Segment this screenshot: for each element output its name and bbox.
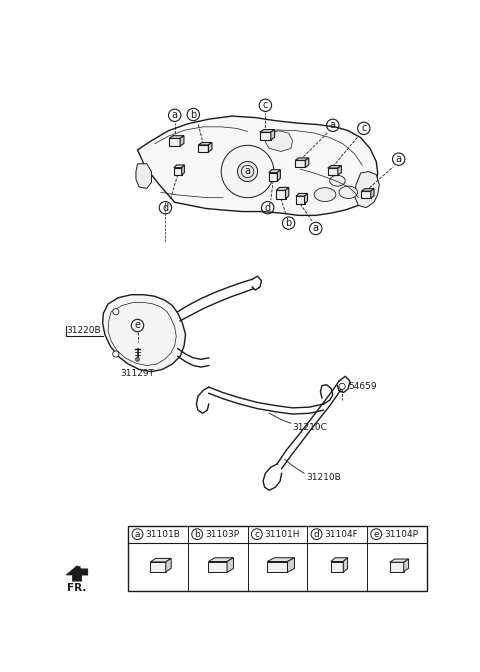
Polygon shape bbox=[390, 559, 408, 562]
Polygon shape bbox=[361, 191, 371, 198]
Text: d: d bbox=[313, 530, 319, 539]
Text: a: a bbox=[396, 154, 402, 164]
Polygon shape bbox=[390, 562, 404, 571]
Text: c: c bbox=[254, 530, 259, 539]
Text: 31101B: 31101B bbox=[145, 530, 180, 539]
Polygon shape bbox=[331, 562, 343, 573]
Text: a: a bbox=[244, 167, 251, 177]
Bar bbox=[128, 526, 427, 591]
Polygon shape bbox=[150, 558, 171, 562]
Text: b: b bbox=[194, 530, 200, 539]
Polygon shape bbox=[174, 167, 181, 175]
Polygon shape bbox=[355, 171, 379, 208]
Polygon shape bbox=[265, 130, 292, 151]
Polygon shape bbox=[288, 558, 295, 573]
Polygon shape bbox=[103, 295, 186, 372]
Polygon shape bbox=[267, 562, 288, 573]
Text: d: d bbox=[264, 203, 271, 213]
Circle shape bbox=[113, 351, 119, 357]
Text: a: a bbox=[135, 530, 140, 539]
Polygon shape bbox=[286, 187, 289, 199]
Polygon shape bbox=[295, 158, 309, 161]
Text: b: b bbox=[190, 110, 196, 120]
Circle shape bbox=[339, 383, 345, 389]
Polygon shape bbox=[137, 116, 378, 216]
Polygon shape bbox=[72, 566, 88, 578]
Polygon shape bbox=[296, 194, 308, 196]
Polygon shape bbox=[361, 189, 374, 191]
Polygon shape bbox=[208, 558, 234, 562]
Text: a: a bbox=[330, 120, 336, 130]
Polygon shape bbox=[150, 562, 166, 572]
Polygon shape bbox=[169, 136, 184, 138]
Polygon shape bbox=[331, 558, 348, 562]
Text: a: a bbox=[172, 110, 178, 120]
Polygon shape bbox=[269, 170, 280, 173]
Polygon shape bbox=[295, 161, 305, 167]
Polygon shape bbox=[328, 165, 341, 168]
Text: b: b bbox=[286, 218, 292, 228]
Polygon shape bbox=[296, 196, 304, 204]
Text: 31220B: 31220B bbox=[66, 327, 101, 335]
Polygon shape bbox=[180, 136, 184, 146]
Polygon shape bbox=[181, 165, 184, 175]
Polygon shape bbox=[271, 130, 275, 140]
Polygon shape bbox=[166, 558, 171, 572]
Text: 31210C: 31210C bbox=[292, 423, 327, 432]
Polygon shape bbox=[208, 562, 227, 573]
Polygon shape bbox=[404, 559, 408, 571]
Text: 31129T: 31129T bbox=[120, 369, 155, 378]
Text: c: c bbox=[361, 124, 367, 133]
Polygon shape bbox=[276, 187, 289, 190]
Polygon shape bbox=[198, 142, 212, 145]
Polygon shape bbox=[267, 558, 295, 562]
Text: FR.: FR. bbox=[67, 583, 87, 593]
Text: e: e bbox=[134, 321, 141, 331]
Text: e: e bbox=[373, 530, 379, 539]
Polygon shape bbox=[305, 158, 309, 167]
Polygon shape bbox=[328, 168, 338, 175]
Polygon shape bbox=[371, 189, 374, 198]
Polygon shape bbox=[260, 130, 275, 132]
Text: c: c bbox=[263, 100, 268, 110]
Ellipse shape bbox=[339, 186, 358, 198]
Polygon shape bbox=[338, 165, 341, 175]
Text: 31104F: 31104F bbox=[324, 530, 358, 539]
Circle shape bbox=[221, 145, 274, 198]
Ellipse shape bbox=[330, 175, 345, 186]
Polygon shape bbox=[343, 558, 348, 573]
Polygon shape bbox=[198, 145, 208, 152]
Polygon shape bbox=[277, 170, 280, 181]
Text: 31104P: 31104P bbox=[384, 530, 418, 539]
Polygon shape bbox=[276, 190, 286, 199]
Text: 31103P: 31103P bbox=[205, 530, 239, 539]
Text: a: a bbox=[313, 224, 319, 233]
Text: 31101H: 31101H bbox=[264, 530, 300, 539]
Polygon shape bbox=[269, 173, 277, 181]
Text: d: d bbox=[162, 203, 168, 213]
Circle shape bbox=[113, 308, 119, 314]
Polygon shape bbox=[66, 566, 88, 581]
Polygon shape bbox=[260, 132, 271, 140]
Polygon shape bbox=[304, 194, 308, 204]
Polygon shape bbox=[208, 142, 212, 152]
Text: 54659: 54659 bbox=[348, 382, 377, 391]
Text: 31210B: 31210B bbox=[306, 473, 341, 482]
Circle shape bbox=[238, 161, 258, 181]
Polygon shape bbox=[169, 138, 180, 146]
Ellipse shape bbox=[314, 187, 336, 202]
Polygon shape bbox=[174, 165, 184, 167]
Polygon shape bbox=[227, 558, 234, 573]
Polygon shape bbox=[136, 164, 152, 188]
Circle shape bbox=[135, 358, 139, 362]
